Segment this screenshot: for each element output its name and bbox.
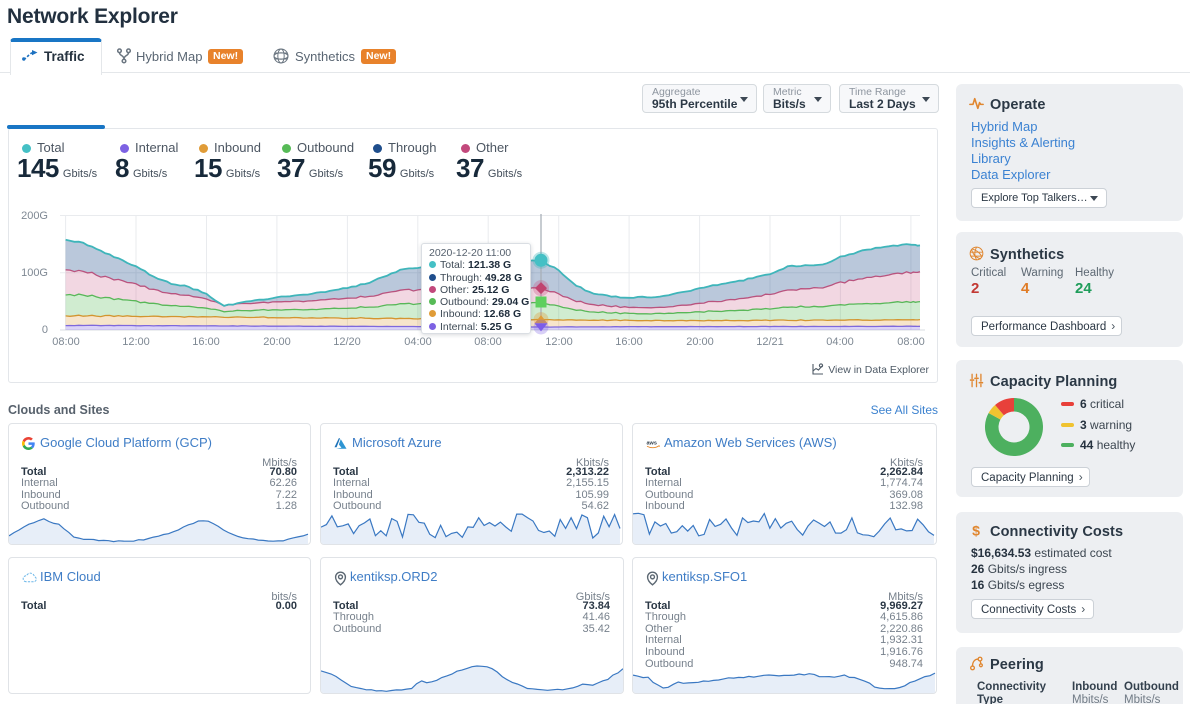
svg-text:$: $ <box>972 523 980 538</box>
svg-text:aws: aws <box>647 441 657 447</box>
